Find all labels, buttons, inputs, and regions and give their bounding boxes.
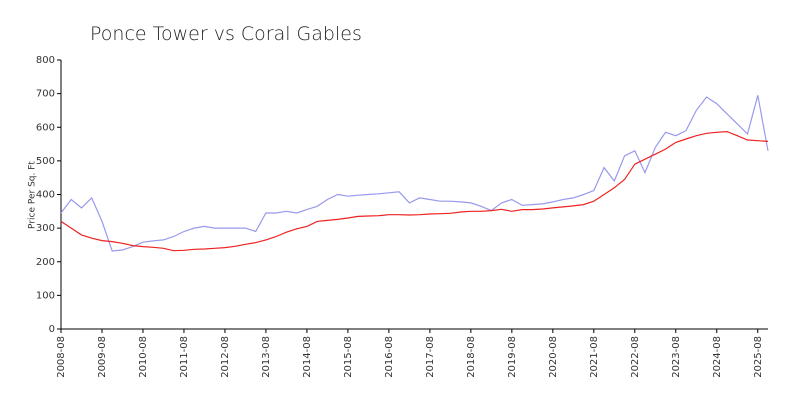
x-tick-label: 2014-08 <box>302 336 313 378</box>
x-tick-label: 2016-08 <box>384 336 395 378</box>
y-tick-label: 300 <box>36 223 55 234</box>
y-tick-label: 800 <box>36 55 55 66</box>
y-axis-label: Price Per Sq. Ft <box>28 161 38 229</box>
x-tick-label: 2012-08 <box>220 336 231 378</box>
line-series <box>60 130 769 252</box>
line-series <box>60 95 769 252</box>
y-tick-label: 100 <box>36 290 55 301</box>
x-tick-label: 2022-08 <box>630 336 641 378</box>
x-tick-label: 2017-08 <box>425 336 436 378</box>
y-tick-label: 200 <box>36 257 55 268</box>
y-tick-label: 400 <box>36 190 55 201</box>
chart-title: Ponce Tower vs Coral Gables <box>90 23 362 45</box>
x-tick-label: 2010-08 <box>138 336 149 378</box>
x-tick-label: 2025-08 <box>753 336 764 378</box>
x-tick-label: 2021-08 <box>589 336 600 378</box>
y-tick-label: 0 <box>49 324 55 335</box>
x-tick-label: 2020-08 <box>548 336 559 378</box>
x-tick-label: 2015-08 <box>343 336 354 378</box>
y-tick-label: 600 <box>36 122 55 133</box>
x-tick-label: 2009-08 <box>97 336 108 378</box>
x-tick-label: 2013-08 <box>261 336 272 378</box>
x-tick-label: 2024-08 <box>712 336 723 378</box>
y-tick-label: 500 <box>36 156 55 167</box>
x-tick-label: 2019-08 <box>507 336 518 378</box>
x-tick-label: 2011-08 <box>179 336 190 378</box>
x-tick-label: 2008-08 <box>56 336 67 378</box>
y-tick-label: 700 <box>36 89 55 100</box>
x-tick-label: 2018-08 <box>466 336 477 378</box>
x-tick-label: 2023-08 <box>671 336 682 378</box>
